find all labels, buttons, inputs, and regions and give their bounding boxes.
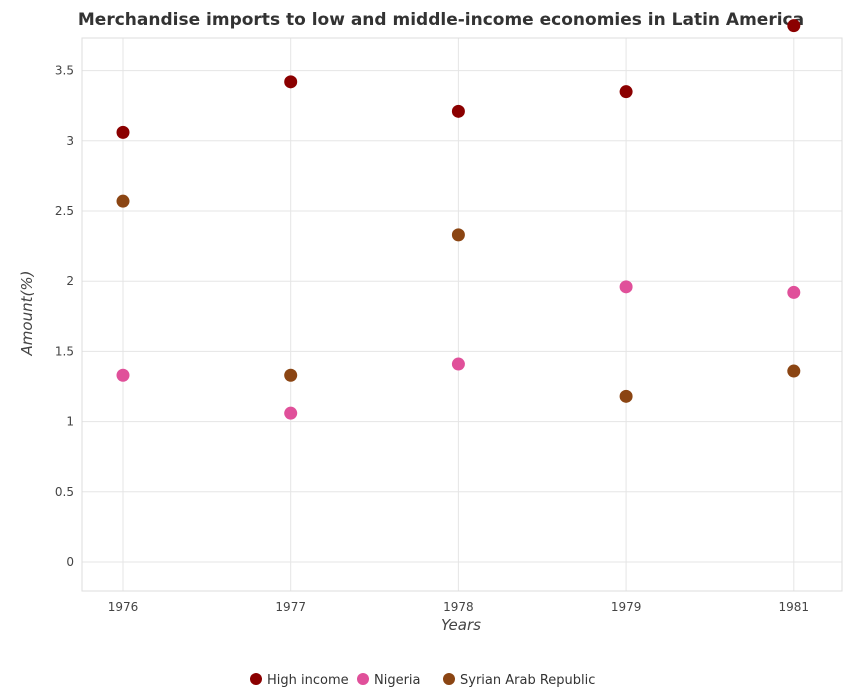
grid bbox=[82, 38, 842, 591]
chart-title: Merchandise imports to low and middle-in… bbox=[78, 10, 804, 30]
data-point-nigeria bbox=[116, 368, 130, 382]
legend-marker bbox=[443, 673, 455, 685]
legend-item: Syrian Arab Republic bbox=[443, 673, 595, 688]
y-tick-label: 3.5 bbox=[55, 64, 74, 78]
legend-label: Nigeria bbox=[374, 673, 421, 688]
legend-item: Nigeria bbox=[357, 673, 421, 688]
legend-label: Syrian Arab Republic bbox=[460, 673, 595, 688]
legend-label: High income bbox=[267, 673, 349, 688]
legend-item: High income bbox=[250, 673, 349, 688]
x-tick-label: 1978 bbox=[443, 600, 474, 614]
legend-marker bbox=[357, 673, 369, 685]
legend: High income Nigeria Syrian Arab Republic bbox=[250, 673, 595, 688]
y-tick-label: 3 bbox=[66, 134, 74, 148]
data-point-high-income bbox=[787, 19, 801, 33]
data-point-nigeria bbox=[787, 285, 801, 299]
y-tick-label: 1.5 bbox=[55, 344, 74, 358]
y-tick-label: 1 bbox=[66, 415, 74, 429]
data-point-high-income bbox=[451, 104, 465, 118]
x-tick-label: 1976 bbox=[108, 600, 139, 614]
data-point-nigeria bbox=[284, 406, 298, 420]
y-tick-label: 0 bbox=[66, 555, 74, 569]
x-tick-label: 1979 bbox=[611, 600, 642, 614]
x-tick-label: 1981 bbox=[779, 600, 810, 614]
x-tick-label: 1977 bbox=[275, 600, 306, 614]
data-point-nigeria bbox=[619, 280, 633, 294]
y-tick-label: 2 bbox=[66, 274, 74, 288]
y-tick-label: 2.5 bbox=[55, 204, 74, 218]
data-point-syrian-arab-republic bbox=[284, 368, 298, 382]
data-point-syrian-arab-republic bbox=[619, 389, 633, 403]
legend-marker bbox=[250, 673, 262, 685]
plot-frame bbox=[81, 37, 843, 592]
data-point-syrian-arab-republic bbox=[451, 228, 465, 242]
data-point-syrian-arab-republic bbox=[787, 364, 801, 378]
x-axis: 1976 1977 1978 1979 1981 bbox=[108, 600, 809, 614]
data-point-syrian-arab-republic bbox=[116, 194, 130, 208]
data-point-high-income bbox=[284, 75, 298, 89]
y-tick-label: 0.5 bbox=[55, 485, 74, 499]
data-points bbox=[116, 19, 801, 420]
y-axis-title: Amount(%) bbox=[18, 271, 36, 357]
x-axis-title: Years bbox=[441, 616, 481, 634]
y-axis: 0 0.5 1 1.5 2 2.5 3 3.5 bbox=[55, 64, 74, 569]
data-point-high-income bbox=[116, 125, 130, 139]
data-point-nigeria bbox=[451, 357, 465, 371]
data-point-high-income bbox=[619, 85, 633, 99]
